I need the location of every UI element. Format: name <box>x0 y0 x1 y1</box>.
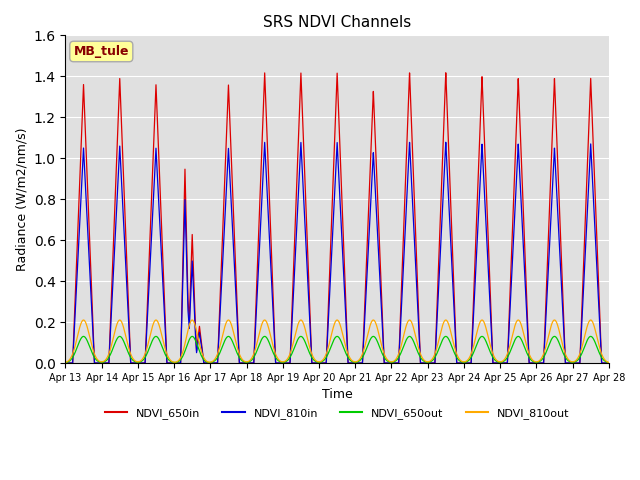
Y-axis label: Radiance (W/m2/nm/s): Radiance (W/m2/nm/s) <box>15 127 28 271</box>
NDVI_650out <box>490 355 497 361</box>
NDVI_810in <box>412 270 420 276</box>
NDVI_650out <box>61 360 69 366</box>
NDVI_650out <box>605 360 612 366</box>
NDVI_650out <box>79 334 87 339</box>
NDVI_650in <box>605 360 612 366</box>
NDVI_810in <box>605 360 612 366</box>
X-axis label: Time: Time <box>322 388 353 401</box>
NDVI_650in <box>490 360 497 366</box>
Title: SRS NDVI Channels: SRS NDVI Channels <box>263 15 412 30</box>
NDVI_650out <box>172 360 180 365</box>
Line: NDVI_650out: NDVI_650out <box>65 336 609 363</box>
NDVI_810out <box>61 360 69 365</box>
NDVI_810in <box>442 139 450 145</box>
Line: NDVI_650in: NDVI_650in <box>65 73 609 363</box>
Legend: NDVI_650in, NDVI_810in, NDVI_650out, NDVI_810out: NDVI_650in, NDVI_810in, NDVI_650out, NDV… <box>100 403 574 423</box>
NDVI_810in <box>172 360 180 366</box>
NDVI_650in <box>172 360 180 366</box>
NDVI_810out <box>490 352 497 358</box>
NDVI_650out <box>603 360 611 365</box>
Text: MB_tule: MB_tule <box>74 45 129 58</box>
NDVI_810out <box>178 352 186 358</box>
NDVI_650out <box>265 339 273 345</box>
NDVI_810in <box>178 321 186 327</box>
NDVI_650in <box>178 314 186 320</box>
NDVI_810in <box>61 360 69 366</box>
NDVI_650out <box>178 355 186 361</box>
NDVI_810in <box>265 224 273 229</box>
NDVI_810out <box>605 360 612 365</box>
NDVI_810out <box>603 359 611 364</box>
NDVI_810out <box>79 317 87 323</box>
Line: NDVI_810out: NDVI_810out <box>65 320 609 362</box>
NDVI_810in <box>603 360 611 366</box>
NDVI_650in <box>265 180 273 186</box>
NDVI_810out <box>172 359 180 365</box>
NDVI_650in <box>603 360 611 366</box>
NDVI_650out <box>412 345 420 350</box>
NDVI_810out <box>412 336 420 341</box>
NDVI_650in <box>412 241 420 247</box>
NDVI_810out <box>265 326 273 332</box>
NDVI_810in <box>490 360 497 366</box>
Line: NDVI_810in: NDVI_810in <box>65 142 609 363</box>
NDVI_650in <box>61 360 69 366</box>
NDVI_650in <box>442 70 450 76</box>
